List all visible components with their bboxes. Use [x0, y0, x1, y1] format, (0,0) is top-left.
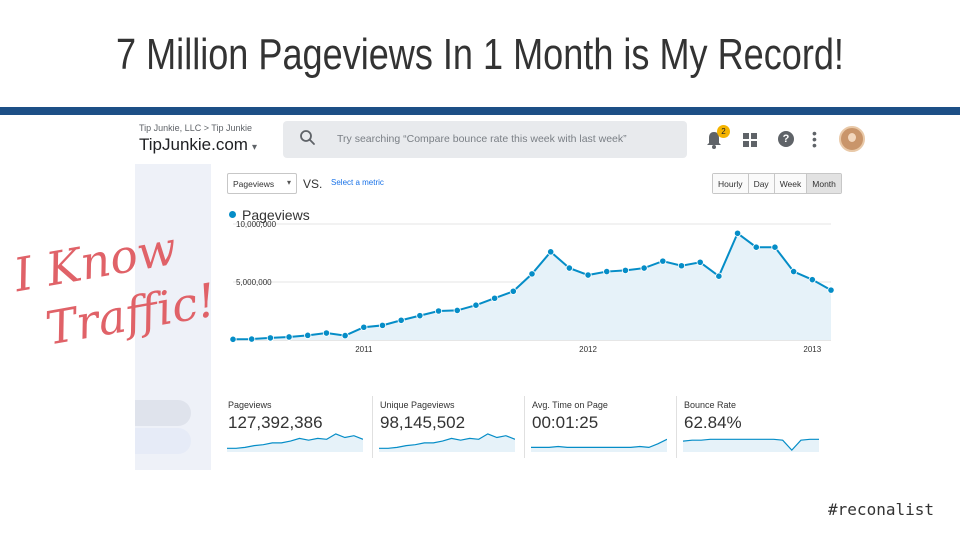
data-point — [752, 243, 760, 251]
data-point — [266, 334, 274, 342]
data-point — [547, 248, 555, 256]
property-name: TipJunkie.com — [139, 135, 248, 154]
more-menu-icon[interactable]: • • • — [812, 125, 817, 153]
scorecard-bounce-rate[interactable]: Bounce Rate 62.84% — [683, 394, 829, 460]
range-month[interactable]: Month — [807, 174, 841, 193]
title-divider — [0, 107, 960, 115]
scorecard-avg-time-on-page[interactable]: Avg. Time on Page 00:01:25 — [531, 394, 677, 460]
sparkline-line — [531, 438, 667, 449]
data-point — [453, 306, 461, 315]
data-point — [472, 301, 480, 309]
data-point — [285, 333, 293, 341]
apps-grid-icon[interactable] — [743, 133, 757, 147]
data-point — [528, 270, 536, 278]
y-tick-label: 10,000,000 — [236, 220, 277, 229]
data-point — [322, 329, 331, 337]
scorecard-value: 62.84% — [684, 413, 742, 432]
series-legend: Pageviews — [229, 207, 310, 223]
sparkline-area — [531, 439, 667, 452]
scorecard-label: Pageviews — [228, 400, 272, 410]
x-tick-label: 2011 — [355, 345, 373, 354]
scorecards: Pageviews 127,392,386 Unique Pageviews 98,1… — [227, 394, 827, 464]
sparkline-line — [227, 433, 363, 449]
data-point — [790, 267, 798, 276]
data-point — [416, 312, 424, 320]
sparkline — [683, 438, 819, 452]
scorecard-label: Avg. Time on Page — [532, 400, 608, 410]
data-point — [621, 266, 630, 275]
notification-badge: 2 — [717, 125, 730, 138]
range-hourly[interactable]: Hourly — [713, 174, 749, 193]
sparkline — [531, 438, 667, 452]
nav-item-placeholder[interactable] — [135, 428, 191, 454]
hashtag: #reconalist — [828, 500, 934, 519]
series-area — [233, 233, 831, 340]
data-point — [827, 286, 835, 294]
slide-title: 7 Million Pageviews In 1 Month is My Rec… — [116, 30, 844, 79]
search-bar[interactable]: Try searching “Compare bounce rate this … — [283, 121, 687, 158]
search-placeholder: Try searching “Compare bounce rate this … — [337, 133, 627, 145]
scorecard-label: Bounce Rate — [684, 400, 737, 410]
avatar[interactable] — [839, 126, 865, 152]
data-point — [491, 294, 499, 302]
sparkline — [379, 433, 515, 452]
data-point — [584, 271, 592, 279]
data-point — [808, 276, 816, 284]
select-metric-link[interactable]: Select a metric — [331, 178, 384, 187]
data-point — [397, 316, 405, 324]
data-point — [509, 287, 517, 295]
data-point — [565, 264, 573, 272]
data-point — [715, 272, 723, 280]
data-point — [640, 264, 648, 272]
data-point — [341, 331, 349, 340]
x-tick-label: 2013 — [803, 345, 821, 354]
range-week[interactable]: Week — [774, 174, 808, 193]
property-selector[interactable]: TipJunkie.com ▾ — [139, 135, 257, 155]
report-panel: Pageviews ▾ VS. Select a metric Hourly D… — [211, 164, 873, 470]
scorecard-value: 00:01:25 — [532, 413, 599, 432]
breadcrumb[interactable]: Tip Junkie, LLC > Tip Junkie — [139, 123, 252, 133]
search-icon — [300, 130, 315, 145]
sparkline-area — [683, 439, 819, 452]
time-range-toggle: Hourly Day Week Month — [712, 173, 842, 194]
sparkline-line — [379, 433, 515, 449]
scorecard-value: 127,392,386 — [228, 413, 323, 432]
dropdown-arrow-icon: ▾ — [286, 178, 291, 187]
scorecard-unique-pageviews[interactable]: Unique Pageviews 98,145,502 — [379, 394, 525, 460]
data-point — [771, 243, 779, 251]
help-icon[interactable]: ? — [778, 131, 794, 147]
data-point — [434, 307, 443, 315]
data-point — [603, 267, 611, 276]
x-tick-label: 2012 — [579, 345, 597, 354]
y-tick-label: 5,000,000 — [236, 278, 272, 287]
sparkline-line — [683, 438, 819, 451]
metric-dropdown[interactable]: Pageviews ▾ — [227, 173, 297, 194]
scorecard-label: Unique Pageviews — [380, 400, 455, 410]
sparkline — [227, 433, 363, 452]
data-point — [360, 323, 368, 331]
vs-label: VS. — [303, 177, 323, 191]
metric-dropdown-value: Pageviews — [233, 179, 275, 189]
data-point — [248, 335, 256, 343]
pageviews-chart: 10,000,000 5,000,000 2011 2012 2013 — [229, 220, 835, 354]
data-point — [378, 321, 387, 329]
legend-dot — [229, 211, 236, 218]
caret-down-icon: ▾ — [251, 142, 257, 153]
scorecard-value: 98,145,502 — [380, 413, 466, 432]
data-point — [696, 258, 704, 266]
data-point — [677, 262, 686, 270]
analytics-screenshot: Tip Junkie, LLC > Tip Junkie TipJunkie.c… — [135, 120, 873, 470]
data-point — [659, 257, 667, 265]
scorecard-pageviews[interactable]: Pageviews 127,392,386 — [227, 394, 373, 460]
range-day[interactable]: Day — [748, 174, 775, 193]
legend-label: Pageviews — [242, 207, 310, 223]
nav-item-placeholder[interactable] — [135, 400, 191, 426]
scorecard-divider — [524, 396, 525, 458]
data-point — [733, 229, 742, 237]
data-point — [304, 331, 312, 339]
scorecard-divider — [372, 396, 373, 458]
scorecard-divider — [676, 396, 677, 458]
left-nav-rail — [135, 164, 211, 470]
data-point — [229, 335, 237, 343]
